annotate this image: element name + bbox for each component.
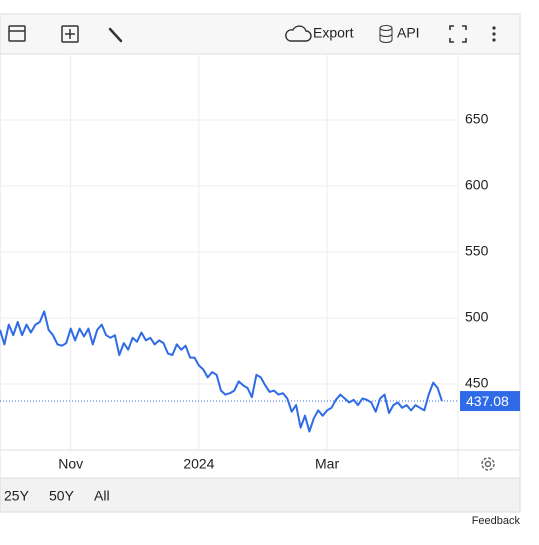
- x-tick-label: 2024: [183, 456, 214, 472]
- x-tick-label: Mar: [315, 456, 339, 472]
- last-value-box: [460, 391, 520, 412]
- y-tick-label: 600: [465, 177, 489, 193]
- y-tick-label: 500: [465, 309, 489, 325]
- export-label: Export: [313, 25, 354, 41]
- wrench-icon[interactable]: [108, 27, 123, 43]
- y-tick-label: 450: [465, 375, 489, 391]
- export-button[interactable]: Export: [285, 25, 354, 42]
- range-button[interactable]: 25Y: [4, 488, 30, 504]
- add-icon[interactable]: [61, 25, 79, 43]
- toolbar: [0, 13, 521, 55]
- price-line: [0, 310, 443, 433]
- frame: [0, 13, 521, 513]
- calendar-icon[interactable]: [8, 25, 26, 42]
- range-button[interactable]: 50Y: [49, 488, 75, 504]
- feedback-link[interactable]: Feedback: [472, 515, 521, 527]
- y-tick-label: 550: [465, 243, 489, 259]
- fullscreen-icon[interactable]: [449, 25, 467, 43]
- last-value-label: 437.08: [466, 393, 509, 409]
- x-tick-label: Nov: [58, 456, 83, 472]
- range-buttons: 25Y 50Y All: [4, 488, 110, 504]
- menu-icon[interactable]: [492, 26, 496, 42]
- api-label: API: [397, 25, 420, 41]
- range-button[interactable]: All: [94, 488, 110, 504]
- api-button[interactable]: API: [379, 25, 420, 43]
- settings-icon[interactable]: [481, 457, 495, 471]
- plot: 450 500 550 600 650 Nov 2024 Mar 437.08: [0, 54, 520, 478]
- y-tick-label: 650: [465, 111, 489, 127]
- range-bar: [0, 477, 521, 513]
